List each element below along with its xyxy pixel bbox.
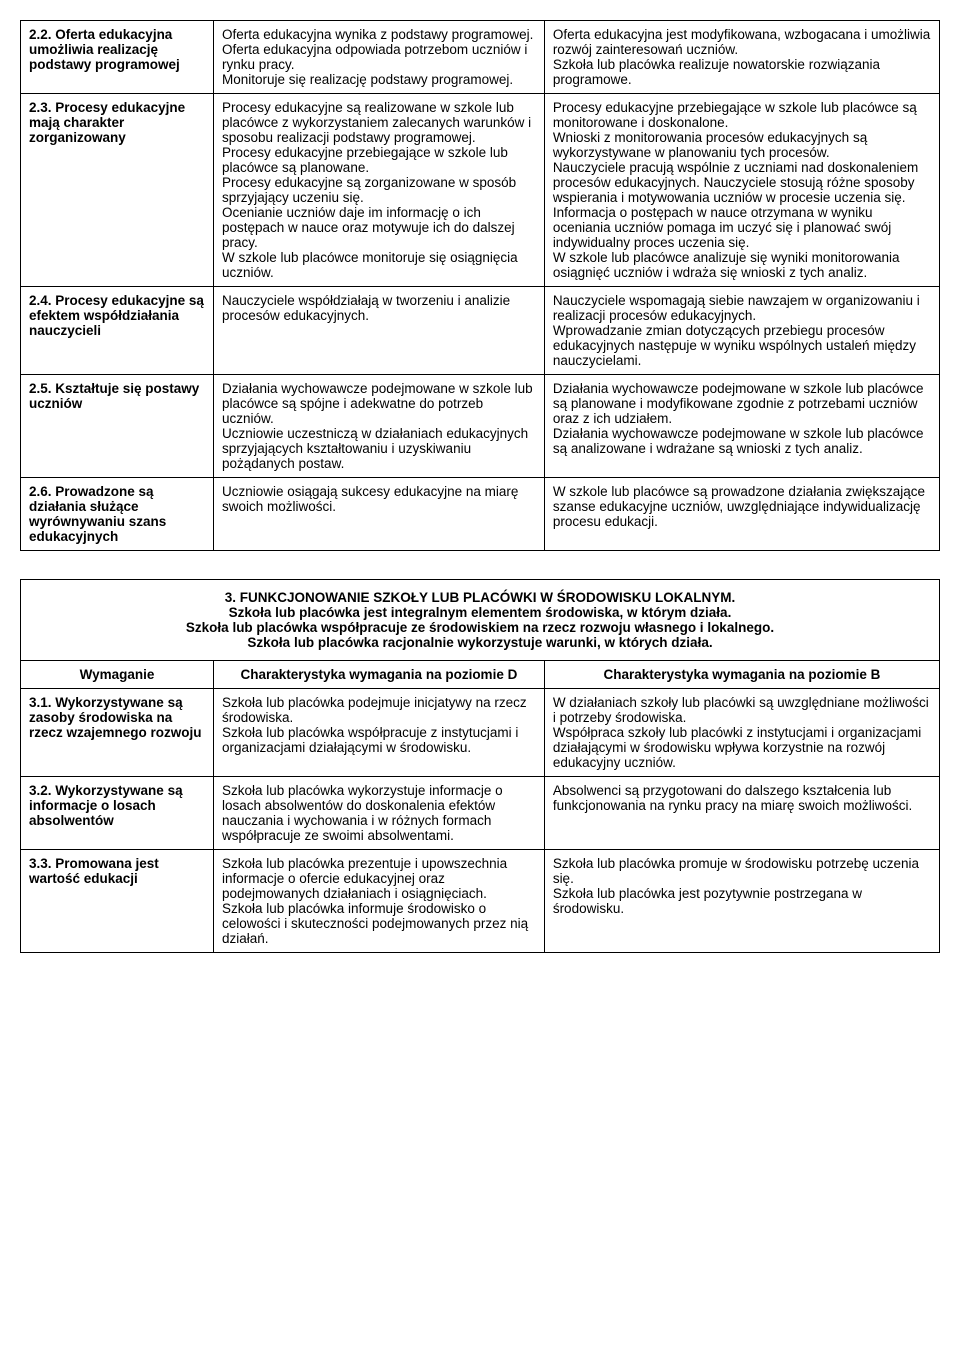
table-row: 2.4. Procesy edukacyjne są efektem współ… <box>21 287 940 375</box>
requirements-table-section-3: 3. FUNKCJONOWANIE SZKOŁY LUB PLACÓWKI W … <box>20 579 940 953</box>
requirement-label: 2.3. Procesy edukacyjne mają charakter z… <box>21 94 214 287</box>
requirement-label: 3.1. Wykorzystywane są zasoby środowiska… <box>21 689 214 777</box>
requirement-label: 2.2. Oferta edukacyjna umożliwia realiza… <box>21 21 214 94</box>
header-level-d: Charakterystyka wymagania na poziomie D <box>213 661 544 689</box>
level-d-text: Działania wychowawcze podejmowane w szko… <box>213 375 544 478</box>
level-b-text: Oferta edukacyjna jest modyfikowana, wzb… <box>544 21 939 94</box>
section-title-line: Szkoła lub placówka współpracuje ze środ… <box>186 620 774 635</box>
table-row: 2.2. Oferta edukacyjna umożliwia realiza… <box>21 21 940 94</box>
level-b-text: Absolwenci są przygotowani do dalszego k… <box>544 777 939 850</box>
level-b-text: W szkole lub placówce są prowadzone dzia… <box>544 478 939 551</box>
level-d-text: Uczniowie osiągają sukcesy edukacyjne na… <box>213 478 544 551</box>
level-d-text: Szkoła lub placówka podejmuje inicjatywy… <box>213 689 544 777</box>
header-level-b: Charakterystyka wymagania na poziomie B <box>544 661 939 689</box>
level-b-text: Działania wychowawcze podejmowane w szko… <box>544 375 939 478</box>
level-d-text: Szkoła lub placówka prezentuje i upowsze… <box>213 850 544 953</box>
table-row: 3.1. Wykorzystywane są zasoby środowiska… <box>21 689 940 777</box>
level-b-text: Szkoła lub placówka promuje w środowisku… <box>544 850 939 953</box>
level-b-text: W działaniach szkoły lub placówki są uwz… <box>544 689 939 777</box>
section-3-header-row: Wymaganie Charakterystyka wymagania na p… <box>21 661 940 689</box>
level-d-text: Oferta edukacyjna wynika z podstawy prog… <box>213 21 544 94</box>
level-b-text: Procesy edukacyjne przebiegające w szkol… <box>544 94 939 287</box>
requirement-label: 2.4. Procesy edukacyjne są efektem współ… <box>21 287 214 375</box>
requirement-label: 3.2. Wykorzystywane są informacje o losa… <box>21 777 214 850</box>
section-title-line: Szkoła lub placówka jest integralnym ele… <box>229 605 732 620</box>
table-row: 3.3. Promowana jest wartość edukacji Szk… <box>21 850 940 953</box>
requirement-label: 2.6. Prowadzone są działania służące wyr… <box>21 478 214 551</box>
table-row: 2.6. Prowadzone są działania służące wyr… <box>21 478 940 551</box>
requirement-label: 3.3. Promowana jest wartość edukacji <box>21 850 214 953</box>
requirement-label: 2.5. Kształtuje się postawy uczniów <box>21 375 214 478</box>
level-b-text: Nauczyciele wspomagają siebie nawzajem w… <box>544 287 939 375</box>
level-d-text: Szkoła lub placówka wykorzystuje informa… <box>213 777 544 850</box>
level-d-text: Procesy edukacyjne są realizowane w szko… <box>213 94 544 287</box>
level-d-text: Nauczyciele współdziałają w tworzeniu i … <box>213 287 544 375</box>
section-3-title-row: 3. FUNKCJONOWANIE SZKOŁY LUB PLACÓWKI W … <box>21 580 940 661</box>
table-row: 2.3. Procesy edukacyjne mają charakter z… <box>21 94 940 287</box>
section-title-line: Szkoła lub placówka racjonalnie wykorzys… <box>247 635 712 650</box>
header-requirement: Wymaganie <box>21 661 214 689</box>
section-title-line: 3. FUNKCJONOWANIE SZKOŁY LUB PLACÓWKI W … <box>225 590 736 605</box>
table-row: 3.2. Wykorzystywane są informacje o losa… <box>21 777 940 850</box>
requirements-table-section-2: 2.2. Oferta edukacyjna umożliwia realiza… <box>20 20 940 551</box>
table-row: 2.5. Kształtuje się postawy uczniów Dzia… <box>21 375 940 478</box>
